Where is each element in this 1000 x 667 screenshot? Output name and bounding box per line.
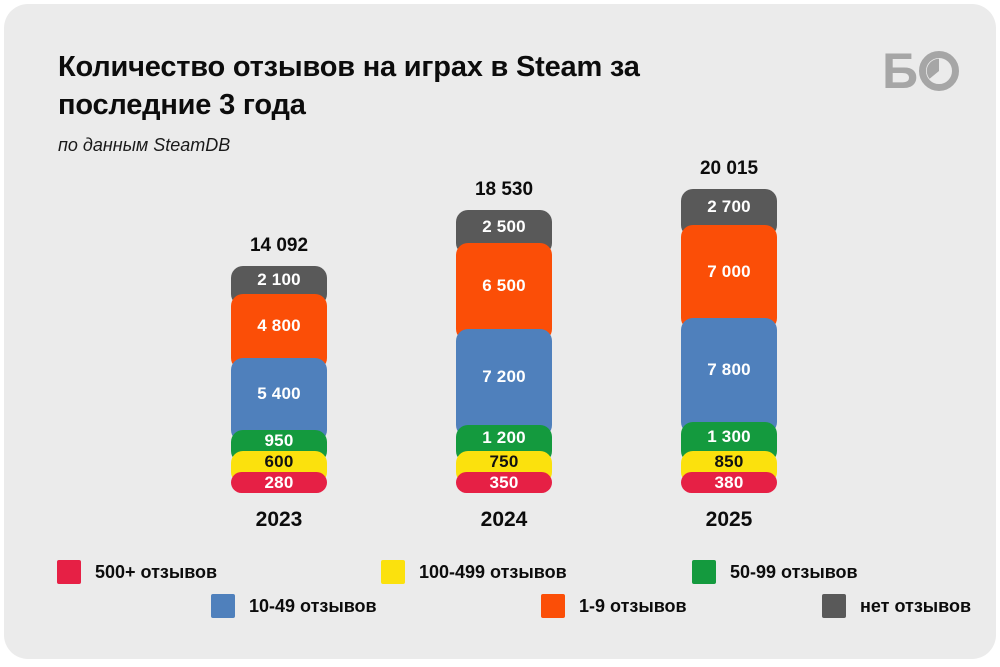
legend-item: 10-49 отзывов [211, 594, 377, 618]
logo-letter-b: Б [882, 43, 918, 99]
page-title: Количество отзывов на играх в Steam за п… [58, 51, 640, 122]
legend-label: 50-99 отзывов [730, 561, 858, 582]
bar-group-2023: 14 092 2 100 4 800 5 400 950 600 280 2023 [199, 154, 359, 531]
bo-logo: Б [882, 43, 960, 99]
bar-segment: 7 000 [681, 225, 777, 330]
bar-segment: 7 200 [456, 329, 552, 437]
bar-segment: 4 800 [231, 294, 327, 370]
legend-label: 500+ отзывов [95, 561, 218, 582]
bar-segment: 350 [456, 472, 552, 493]
legend-item: 50-99 отзывов [692, 560, 858, 584]
legend-item: нет отзывов [822, 594, 971, 618]
bar-segment: 380 [681, 472, 777, 493]
bar-total-label: 18 530 [474, 179, 534, 200]
legend-item: 1-9 отзывов [541, 594, 687, 618]
legend-swatch [211, 594, 235, 618]
year-label: 2023 [255, 508, 303, 531]
bar-total-label: 14 092 [249, 235, 309, 256]
bar-segment: 5 400 [231, 358, 327, 442]
legend-label: 1-9 отзывов [579, 595, 687, 616]
legend-swatch [57, 560, 81, 584]
legend-swatch [541, 594, 565, 618]
year-label: 2024 [480, 508, 528, 531]
infographic-card: Количество отзывов на играх в Steam за п… [4, 4, 996, 659]
header: Количество отзывов на играх в Steam за п… [58, 48, 698, 156]
legend-swatch [822, 594, 846, 618]
bar-segment: 7 800 [681, 318, 777, 434]
chart-legend: 500+ отзывов 100-499 отзывов 50-99 отзывов… [4, 4, 996, 659]
bar-segment: 6 500 [456, 243, 552, 341]
clock-icon [919, 51, 959, 91]
bar-segment: 280 [231, 472, 327, 493]
legend-label: 100-499 отзывов [419, 561, 567, 582]
legend-swatch [381, 560, 405, 584]
bar-group-2024: 18 530 2 500 6 500 7 200 1 200 750 350 2024 [424, 154, 584, 531]
legend-item: 500+ отзывов [57, 560, 217, 584]
year-label: 2025 [705, 508, 753, 531]
data-source-subtitle: по данным SteamDB [58, 134, 231, 155]
stacked-bar-chart: 14 092 2 100 4 800 5 400 950 600 280 2023 18 530… [4, 154, 996, 531]
legend-swatch [692, 560, 716, 584]
legend-item: 100-499 отзывов [381, 560, 567, 584]
legend-label: нет отзывов [860, 595, 972, 616]
legend-label: 10-49 отзывов [249, 595, 377, 616]
bar-total-label: 20 015 [699, 158, 759, 179]
bar-group-2025: 20 015 2 700 7 000 7 800 1 300 850 380 2025 [649, 154, 809, 531]
